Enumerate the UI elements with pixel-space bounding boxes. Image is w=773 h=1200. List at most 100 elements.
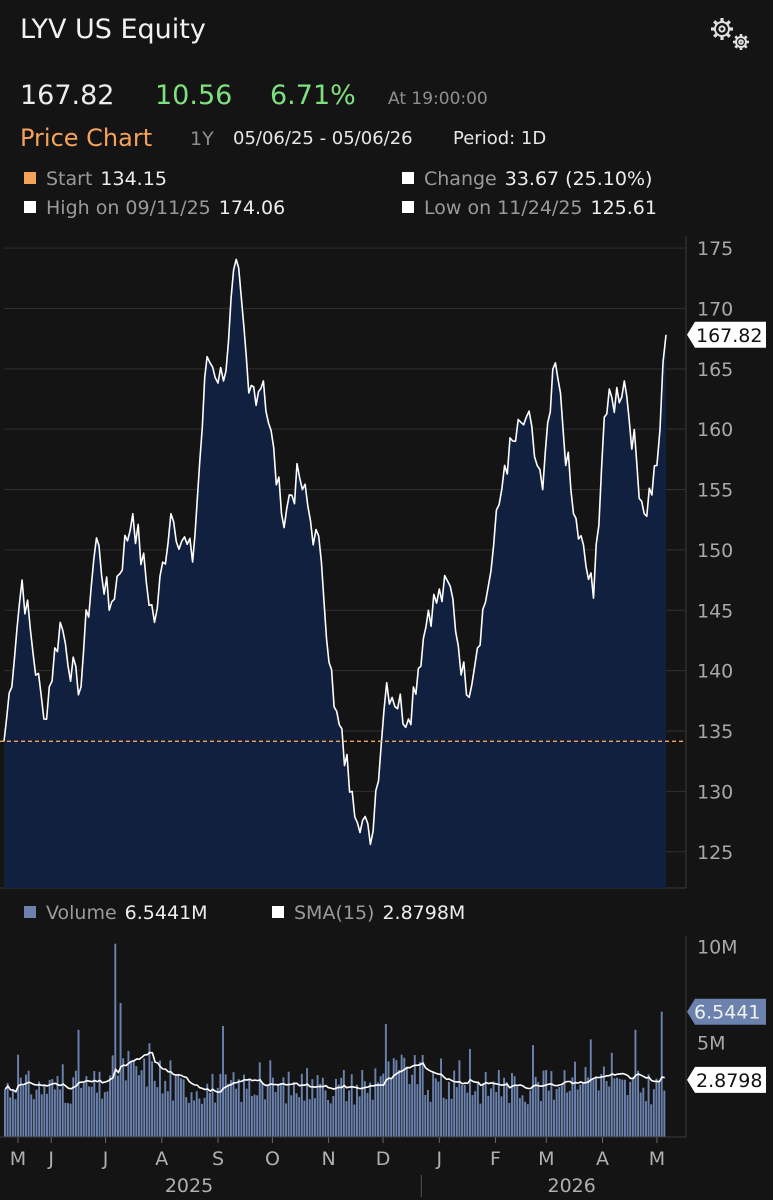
volume-bar	[158, 1060, 161, 1137]
volume-bar	[279, 1084, 282, 1137]
x-tick-label: J	[102, 1148, 109, 1170]
volume-bar	[642, 1087, 645, 1137]
volume-bar	[74, 1070, 77, 1137]
volume-bar	[631, 1077, 634, 1137]
volume-bar	[555, 1089, 558, 1137]
range-selector[interactable]: 1Y	[190, 128, 214, 150]
volume-bar	[103, 1092, 106, 1137]
volume-bar	[119, 1003, 122, 1137]
volume-bar	[340, 1077, 343, 1137]
volume-bar	[505, 1082, 508, 1137]
volume-bar	[114, 943, 117, 1137]
volume-bar	[101, 1098, 104, 1137]
volume-bar	[371, 1099, 374, 1137]
volume-bar	[261, 1082, 264, 1137]
volume-bar	[395, 1060, 398, 1137]
volume-bar	[187, 1102, 190, 1137]
volume-bar	[235, 1088, 238, 1137]
volume-bar	[455, 1087, 458, 1137]
volume-bar	[592, 1078, 595, 1137]
volume-bar	[634, 1029, 637, 1137]
volume-bar	[466, 1092, 469, 1137]
volume-bar	[442, 1097, 445, 1137]
volume-bar	[453, 1070, 456, 1137]
price-change: 10.56	[155, 80, 233, 111]
volume-bar	[222, 1026, 224, 1137]
volume-bar	[169, 1060, 172, 1137]
volume-bar	[508, 1102, 511, 1137]
volume-bar	[447, 1081, 450, 1137]
last-sma-tag	[687, 1066, 766, 1093]
volume-bar	[48, 1079, 51, 1137]
legend-sma-value: 2.8798M	[382, 902, 466, 924]
volume-bar	[11, 1090, 14, 1137]
volume-bar	[59, 1089, 62, 1137]
volume-bar	[356, 1084, 358, 1137]
gears-icon[interactable]	[707, 14, 753, 54]
volume-bar	[382, 1073, 385, 1137]
volume-bar	[479, 1103, 482, 1137]
legend-start: Start 134.15	[24, 166, 167, 192]
price-chart-title[interactable]: Price Chart	[20, 124, 153, 152]
legend-high-value: 174.06	[218, 197, 286, 219]
legend-start-label: Start	[46, 168, 93, 190]
volume-bar	[411, 1074, 414, 1137]
volume-bar	[224, 1074, 227, 1137]
volume-bar	[429, 1101, 432, 1137]
x-tick-label: A	[596, 1148, 609, 1170]
volume-bar	[195, 1091, 198, 1137]
volume-bar	[568, 1090, 571, 1137]
volume-bar	[35, 1089, 38, 1137]
volume-bar	[387, 1061, 390, 1137]
volume-bar	[621, 1079, 624, 1137]
legend-high: High on 09/11/25 174.06	[24, 195, 285, 221]
volume-bar	[38, 1081, 41, 1137]
volume-bar	[553, 1099, 555, 1137]
legend-volume-label: Volume	[46, 902, 117, 924]
date-range: 05/06/25 - 05/06/26	[233, 128, 413, 149]
volume-bar	[497, 1070, 500, 1137]
volume-bar	[219, 1073, 222, 1137]
volume-bar	[492, 1081, 495, 1137]
last-sma-tag-text: 2.8798	[696, 1070, 762, 1092]
volume-bar	[67, 1103, 69, 1137]
sma-line	[4, 1051, 665, 1094]
volume-bar	[161, 1093, 164, 1137]
volume-bar	[51, 1079, 54, 1137]
price-tick-label: 125	[697, 842, 733, 864]
volume-bar	[597, 1090, 600, 1137]
volume-bar	[342, 1070, 345, 1137]
volume-bar	[566, 1092, 569, 1137]
legend-sma: SMA(15) 2.8798M	[272, 900, 465, 926]
volume-bar	[390, 1078, 393, 1137]
volume-bar	[353, 1104, 356, 1137]
volume-bar	[316, 1075, 319, 1137]
volume-bar	[174, 1074, 177, 1137]
volume-bar	[206, 1083, 209, 1137]
period-label[interactable]: Period: 1D	[453, 128, 547, 149]
volume-bar	[109, 1075, 112, 1137]
volume-bar	[529, 1090, 532, 1137]
x-tick-label: A	[155, 1148, 168, 1170]
volume-bar	[208, 1093, 211, 1137]
volume-bar	[660, 1011, 663, 1137]
volume-bar	[550, 1071, 553, 1137]
volume-bar	[53, 1089, 56, 1137]
volume-bar	[584, 1067, 587, 1137]
volume-bar	[56, 1076, 59, 1137]
volume-bar	[419, 1062, 421, 1137]
volume-bar	[40, 1094, 43, 1137]
volume-bar	[563, 1070, 566, 1137]
volume-bar	[626, 1095, 629, 1137]
volume-bar	[137, 1075, 140, 1137]
volume-bar	[532, 1045, 534, 1137]
legend-volume-value: 6.5441M	[124, 902, 208, 924]
price-line	[3, 258, 667, 846]
volume-bar	[250, 1096, 253, 1137]
volume-bar	[476, 1083, 479, 1137]
volume-bar	[43, 1085, 46, 1137]
x-tick-label: S	[212, 1148, 224, 1170]
volume-bar	[258, 1062, 261, 1137]
volume-bar	[124, 1080, 127, 1137]
